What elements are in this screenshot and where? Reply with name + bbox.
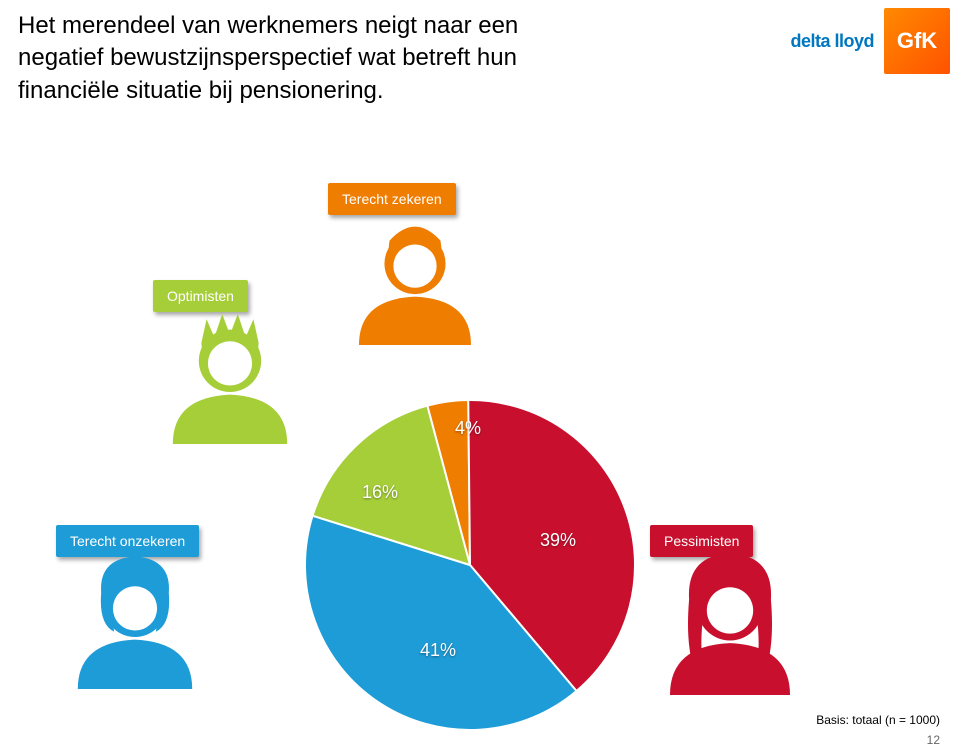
pie-chart xyxy=(305,400,635,730)
person-terecht-zekeren-icon xyxy=(350,205,480,345)
page-number: 12 xyxy=(927,733,940,747)
pct-4: 4% xyxy=(455,418,481,439)
basis-text: Basis: totaal (n = 1000) xyxy=(816,713,940,727)
pct-41: 41% xyxy=(420,640,456,661)
gfk-logo: GfK xyxy=(884,8,950,74)
person-terecht-onzekeren-icon xyxy=(70,545,200,690)
pct-39: 39% xyxy=(540,530,576,551)
person-optimisten-icon xyxy=(165,300,295,445)
logo-group: delta lloyd GfK xyxy=(790,8,950,74)
delta-lloyd-logo: delta lloyd xyxy=(790,31,874,52)
page-title: Het merendeel van werknemers neigt naar … xyxy=(18,10,578,107)
person-pessimisten-icon xyxy=(660,545,800,695)
pct-16: 16% xyxy=(362,482,398,503)
